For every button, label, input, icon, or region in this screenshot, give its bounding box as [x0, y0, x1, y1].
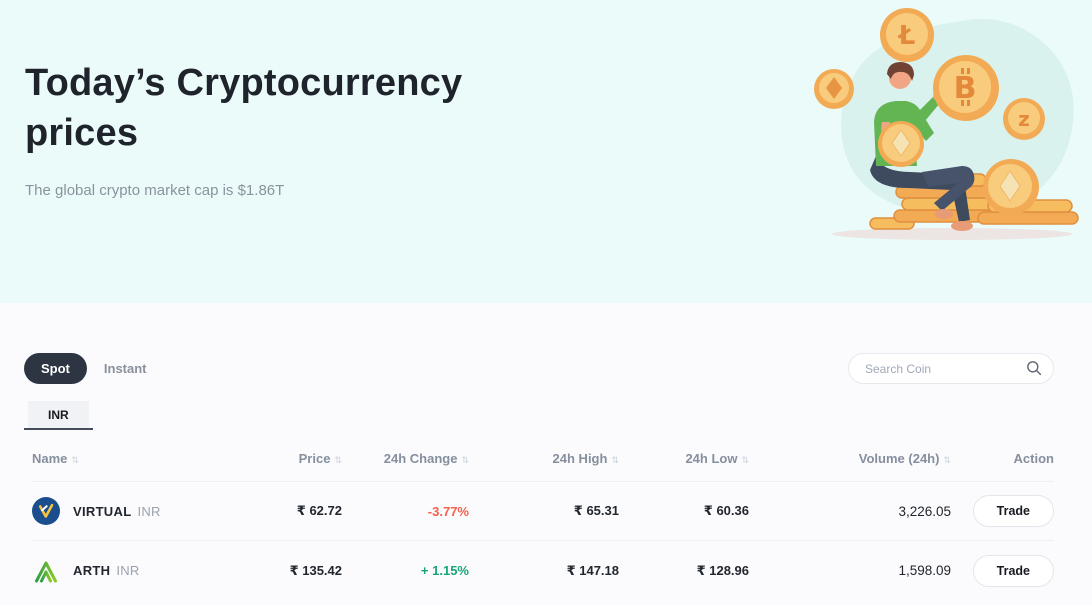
volume-cell: 1,598.09: [898, 563, 951, 578]
toolbar: Spot Instant: [24, 353, 1054, 384]
column-header-low[interactable]: 24h Low ⇅: [685, 451, 749, 466]
sort-icon: ⇅: [943, 456, 951, 466]
table-row[interactable]: VIRTUAL INR ₹ 62.72 -3.77% ₹ 65.31 ₹ 60.…: [32, 482, 1054, 541]
trade-button[interactable]: Trade: [972, 554, 1054, 587]
coin-name-cell: ARTH INR: [32, 557, 262, 585]
page-title: Today’s Cryptocurrency prices: [25, 62, 463, 155]
high-cell: ₹ 65.31: [573, 503, 619, 518]
litecoin-coin-icon: Ł: [880, 8, 934, 62]
sort-icon: ⇅: [71, 456, 79, 466]
action-cell: Trade: [951, 554, 1054, 587]
prices-table: Name ⇅ Price ⇅ 24h Change ⇅ 24h High ⇅ 24h L…: [32, 451, 1054, 600]
price-cell: ₹ 135.42: [289, 562, 342, 578]
sort-icon: ⇅: [611, 456, 619, 466]
ethereum-left-coin-icon: [814, 69, 854, 109]
bitcoin-coin-icon: B: [933, 55, 999, 121]
ethereum-bottom-coin-icon: [983, 159, 1039, 215]
crypto-illustration: Ł B z: [810, 4, 1092, 244]
high-cell: ₹ 147.18: [566, 562, 619, 578]
search-box: [848, 353, 1054, 384]
trade-button[interactable]: Trade: [972, 495, 1054, 527]
table-row[interactable]: ARTH INR ₹ 135.42 + 1.15% ₹ 147.18 ₹ 128…: [32, 541, 1054, 600]
column-header-name[interactable]: Name ⇅: [32, 451, 79, 466]
coin-name-cell: VIRTUAL INR: [32, 497, 262, 525]
held-ethereum-coin-icon: [878, 121, 924, 167]
sort-icon: ⇅: [461, 456, 469, 466]
zcash-coin-icon: z: [1003, 98, 1045, 140]
coin-name: VIRTUAL: [73, 503, 132, 519]
tab-inr[interactable]: INR: [28, 401, 89, 428]
tab-instant[interactable]: Instant: [103, 361, 147, 376]
column-header-change[interactable]: 24h Change ⇅: [383, 451, 469, 466]
currency-tabs: INR: [24, 401, 1054, 430]
change-cell: -3.77%: [427, 503, 469, 519]
svg-text:Ł: Ł: [897, 21, 916, 51]
column-header-price[interactable]: Price ⇅: [298, 451, 342, 466]
price-cell: ₹ 62.72: [296, 503, 342, 518]
change-cell: + 1.15%: [420, 563, 469, 578]
search-input[interactable]: [848, 353, 1054, 384]
arth-coin-icon: [32, 557, 60, 585]
coin-name: ARTH: [73, 563, 111, 578]
low-cell: ₹ 60.36: [703, 503, 749, 518]
tab-spot[interactable]: Spot: [24, 353, 87, 384]
sort-icon: ⇅: [334, 456, 342, 466]
column-header-volume[interactable]: Volume (24h) ⇅: [858, 451, 951, 466]
action-cell: Trade: [951, 495, 1054, 527]
svg-text:z: z: [1018, 107, 1030, 131]
low-cell: ₹ 128.96: [696, 562, 749, 578]
market-cap-subtitle: The global crypto market cap is $1.86T: [25, 182, 285, 200]
sort-icon: ⇅: [741, 456, 749, 466]
market-section: Spot Instant INR Name⇅ Price⇅ 24h Change…: [0, 353, 1092, 600]
table-header-row: Name ⇅ Price ⇅ 24h Change ⇅ 24h High ⇅ 24h L…: [32, 451, 1054, 482]
svg-text:B: B: [954, 71, 977, 106]
coin-pair: INR: [137, 503, 161, 519]
coin-pair: INR: [116, 563, 140, 578]
column-header-high[interactable]: 24h High ⇅: [552, 451, 619, 466]
mode-tabs: Spot Instant: [24, 353, 147, 384]
volume-cell: 3,226.05: [898, 503, 951, 519]
virtual-coin-icon: [32, 497, 60, 525]
column-header-action: Action: [1013, 451, 1054, 466]
hero-section: Today’s Cryptocurrency prices The global…: [0, 0, 1092, 303]
tab-inr-wrap: INR: [24, 401, 93, 430]
